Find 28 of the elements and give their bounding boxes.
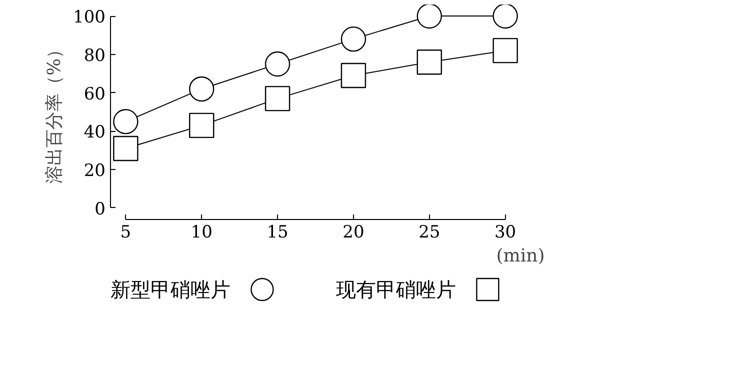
point <box>264 51 290 77</box>
x-tick-label: 10 <box>190 222 212 242</box>
y-tick-label: 100 <box>73 8 106 28</box>
legend-label: 新型甲硝唑片 <box>110 278 230 302</box>
x-tick-label: 5 <box>120 222 132 242</box>
point <box>340 26 366 52</box>
point <box>492 4 518 29</box>
point <box>416 4 442 29</box>
x-tick-label: 25 <box>418 222 440 242</box>
y-axis-title: 溶出百分率（%） <box>44 40 66 184</box>
point <box>416 49 442 75</box>
x-tick-label: 30 <box>494 222 516 242</box>
y-tick-label: 40 <box>84 122 106 143</box>
point <box>492 38 518 64</box>
point <box>264 86 290 112</box>
y-tick-label: 0 <box>94 199 106 220</box>
y-tick-label: 20 <box>84 161 106 182</box>
point <box>340 62 366 88</box>
point <box>189 112 214 138</box>
x-axis-title: (min) <box>496 246 545 266</box>
y-tick-label: 60 <box>84 84 106 104</box>
y-tick-label: 80 <box>84 46 106 66</box>
point <box>189 76 214 102</box>
legend-label: 现有甲硝唑片 <box>336 278 456 302</box>
point <box>113 136 138 162</box>
x-tick-label: 15 <box>266 222 288 242</box>
point <box>113 109 138 134</box>
x-tick-label: 20 <box>342 222 364 242</box>
